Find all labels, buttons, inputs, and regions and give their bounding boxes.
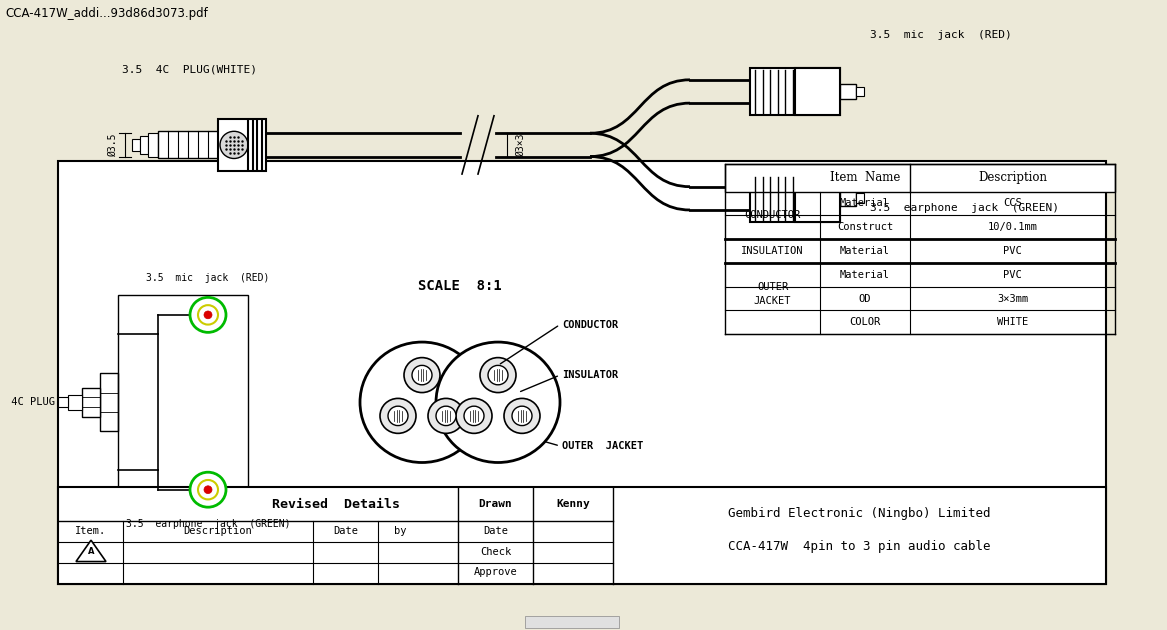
- Text: PVC: PVC: [1004, 246, 1022, 256]
- Text: CONDUCTOR: CONDUCTOR: [745, 210, 801, 220]
- Circle shape: [456, 398, 492, 433]
- Text: Gembird Electronic (Ningbo) Limited: Gembird Electronic (Ningbo) Limited: [728, 508, 991, 520]
- Text: Kenny: Kenny: [557, 499, 589, 509]
- Circle shape: [464, 406, 484, 426]
- Text: Description: Description: [978, 171, 1047, 185]
- Text: Material: Material: [840, 270, 890, 280]
- Bar: [148, 133, 158, 156]
- Bar: [100, 373, 118, 432]
- Text: 3.5  mic  jack  (RED): 3.5 mic jack (RED): [146, 273, 270, 283]
- Text: 3.5  earphone  jack  (GREEN): 3.5 earphone jack (GREEN): [871, 203, 1058, 213]
- Text: Material: Material: [840, 246, 890, 256]
- Bar: [840, 190, 857, 206]
- Text: COLOR: COLOR: [850, 318, 881, 328]
- Text: Item  Name: Item Name: [830, 171, 900, 185]
- Text: 3.5  4C  PLUG(WHITE): 3.5 4C PLUG(WHITE): [123, 64, 258, 74]
- Circle shape: [488, 365, 508, 385]
- Circle shape: [198, 305, 218, 324]
- Text: Revised  Details: Revised Details: [272, 498, 399, 511]
- Bar: [525, 616, 619, 629]
- Text: OUTER  JACKET: OUTER JACKET: [562, 441, 643, 451]
- Text: CCS: CCS: [1004, 198, 1022, 209]
- Bar: [140, 136, 148, 154]
- Text: 3.5  earphone  jack  (GREEN): 3.5 earphone jack (GREEN): [126, 518, 291, 529]
- Text: INSULATOR: INSULATOR: [562, 370, 619, 380]
- Text: Description: Description: [183, 527, 252, 537]
- Circle shape: [380, 398, 415, 433]
- Bar: [158, 131, 218, 159]
- Bar: [795, 68, 840, 115]
- Circle shape: [198, 480, 218, 500]
- Text: PVC: PVC: [1004, 270, 1022, 280]
- Text: Item.: Item.: [76, 527, 106, 537]
- Text: A: A: [88, 547, 95, 556]
- Bar: [82, 387, 100, 417]
- Text: CONDUCTOR: CONDUCTOR: [562, 319, 619, 329]
- Circle shape: [204, 311, 212, 319]
- Text: JACKET: JACKET: [754, 296, 791, 306]
- Bar: [58, 487, 1106, 584]
- Circle shape: [221, 131, 249, 159]
- Circle shape: [190, 472, 226, 507]
- Text: Construct: Construct: [837, 222, 893, 232]
- Bar: [118, 295, 249, 509]
- Circle shape: [404, 358, 440, 392]
- Text: 3×3mm: 3×3mm: [997, 294, 1028, 304]
- Bar: [725, 164, 1114, 192]
- Bar: [795, 175, 840, 222]
- Text: CCA-417W  4pin to 3 pin audio cable: CCA-417W 4pin to 3 pin audio cable: [728, 541, 991, 554]
- Circle shape: [512, 406, 532, 426]
- Text: 3.5  mic  jack  (RED): 3.5 mic jack (RED): [871, 30, 1012, 40]
- Text: Drawn: Drawn: [478, 499, 512, 509]
- Bar: [132, 139, 140, 151]
- Circle shape: [436, 342, 560, 462]
- Text: Check: Check: [480, 547, 511, 557]
- Text: 3.5  4C PLUG: 3.5 4C PLUG: [0, 398, 55, 407]
- Text: INSULATION: INSULATION: [741, 246, 804, 256]
- Text: SCALE  8:1: SCALE 8:1: [418, 278, 502, 293]
- Circle shape: [190, 297, 226, 333]
- Text: Ø3×3: Ø3×3: [516, 133, 526, 157]
- Text: by: by: [394, 527, 407, 537]
- Circle shape: [480, 358, 516, 392]
- Bar: [58, 398, 68, 407]
- Text: Material: Material: [840, 198, 890, 209]
- Bar: [857, 193, 864, 203]
- Bar: [840, 84, 857, 100]
- Bar: [750, 175, 840, 222]
- Polygon shape: [76, 540, 106, 561]
- Text: WHITE: WHITE: [997, 318, 1028, 328]
- Text: Approve: Approve: [474, 567, 517, 577]
- Text: Date: Date: [483, 527, 508, 537]
- Bar: [218, 118, 266, 171]
- Text: OUTER: OUTER: [757, 282, 788, 292]
- Bar: [750, 68, 840, 115]
- Circle shape: [436, 406, 456, 426]
- Circle shape: [504, 398, 540, 433]
- Text: Ø3.5: Ø3.5: [109, 133, 118, 157]
- Circle shape: [387, 406, 408, 426]
- Circle shape: [204, 486, 212, 493]
- Text: 10/0.1mm: 10/0.1mm: [987, 222, 1037, 232]
- Bar: [857, 86, 864, 96]
- Text: CCA-417W_addi...93d86d3073.pdf: CCA-417W_addi...93d86d3073.pdf: [6, 7, 209, 20]
- Circle shape: [359, 342, 484, 462]
- Text: OD: OD: [859, 294, 872, 304]
- Bar: [68, 394, 82, 410]
- Circle shape: [412, 365, 432, 385]
- Bar: [58, 161, 1106, 584]
- Circle shape: [428, 398, 464, 433]
- Text: Date: Date: [333, 527, 358, 537]
